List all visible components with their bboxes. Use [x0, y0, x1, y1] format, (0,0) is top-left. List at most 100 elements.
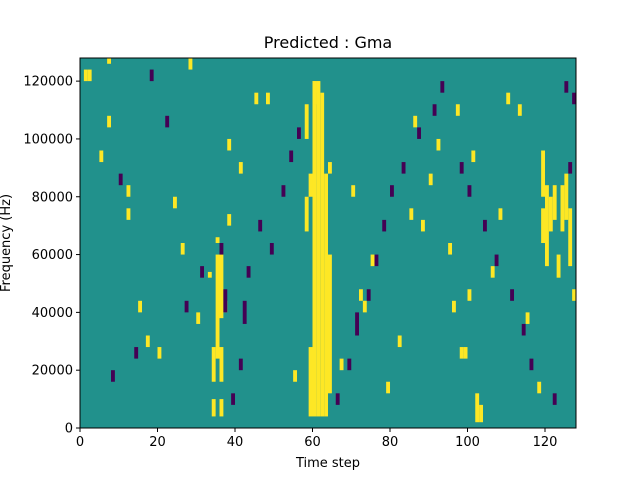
heatmap-cell-negative	[417, 127, 422, 139]
heatmap-cell-positive	[293, 370, 298, 382]
heatmap-cell-negative	[184, 300, 189, 313]
heatmap-cell-positive	[475, 393, 480, 423]
heatmap-cell-negative	[564, 81, 569, 93]
heatmap-cell-positive	[459, 347, 464, 359]
heatmap-cell-positive	[219, 254, 224, 319]
y-axis-ticks: 0 20000 40000 60000 80000 100000 120000	[23, 75, 80, 437]
y-tick-label: 40000	[32, 306, 73, 321]
heatmap-cell-positive	[316, 81, 321, 417]
heatmap-cell-positive	[227, 214, 232, 226]
heatmap-cell-negative	[432, 104, 437, 116]
heatmap-cell-positive	[506, 92, 511, 105]
heatmap-cell-positive	[145, 335, 150, 348]
heatmap-cell-positive	[552, 185, 557, 220]
heatmap-cell-positive	[339, 358, 344, 371]
heatmap-cell-positive	[541, 150, 546, 197]
heatmap-cell-negative	[366, 289, 371, 301]
heatmap-cell-positive	[211, 399, 216, 417]
heatmap-cell-negative	[521, 323, 526, 336]
heatmap-cell-positive	[308, 173, 313, 197]
heatmap-cell-positive	[215, 254, 220, 359]
x-tick-label: 120	[533, 435, 558, 450]
heatmap-cell-positive	[413, 115, 418, 128]
heatmap-cell-negative	[568, 162, 573, 174]
heatmap-cell-positive	[188, 58, 193, 70]
heatmap-cell-positive	[541, 208, 546, 243]
heatmap-cell-positive	[471, 150, 476, 163]
x-axis-ticks: 0 20 40 60 80 100 120	[76, 428, 558, 450]
heatmap-cell-negative	[242, 300, 247, 324]
heatmap-cell-positive	[409, 208, 414, 220]
heatmap-cell-negative	[297, 127, 301, 139]
heatmap-cell-positive	[428, 173, 433, 186]
heatmap-cell-positive	[479, 404, 484, 423]
heatmap-cell-negative	[223, 289, 228, 313]
y-tick-label: 120000	[23, 75, 73, 90]
heatmap-cell-negative	[281, 185, 286, 197]
heatmap-cell-positive	[126, 208, 131, 220]
chart-title: Predicted : Gma	[264, 33, 392, 52]
heatmap-cell-negative	[440, 81, 445, 93]
heatmap-cell-negative	[219, 243, 224, 255]
heatmap-cell-positive	[196, 312, 201, 324]
heatmap-cell-negative	[510, 289, 515, 301]
heatmap-cell-negative	[149, 69, 154, 82]
heatmap-cell-positive	[386, 381, 391, 394]
heatmap-cell-negative	[258, 219, 263, 232]
heatmap-cell-positive	[238, 162, 243, 174]
heatmap-cells	[80, 58, 577, 428]
x-tick-label: 60	[304, 435, 321, 450]
y-tick-label: 60000	[32, 248, 73, 263]
heatmap-cell-negative	[238, 358, 243, 371]
x-tick-label: 40	[227, 435, 244, 450]
heatmap-cell-negative	[467, 185, 472, 197]
heatmap-cell-positive	[436, 138, 441, 151]
heatmap-cell-negative	[118, 173, 123, 186]
heatmap-cell-negative	[382, 219, 387, 232]
heatmap-cell-positive	[448, 243, 453, 255]
heatmap-cell-negative	[374, 254, 379, 267]
heatmap-cell-positive	[328, 162, 332, 174]
heatmap-cell-positive	[304, 104, 309, 139]
heatmap-cell-negative	[231, 393, 236, 405]
heatmap-cell-positive	[517, 104, 522, 116]
y-tick-label: 0	[65, 422, 73, 437]
heatmap-cell-positive	[211, 347, 216, 382]
heatmap-cell-negative	[401, 162, 406, 174]
heatmap-cell-positive	[548, 196, 553, 232]
heatmap-cell-positive	[157, 347, 162, 359]
heatmap-cell-negative	[335, 393, 340, 405]
heatmap-cell-positive	[312, 81, 317, 105]
heatmap-cell-positive	[180, 243, 185, 255]
heatmap-cell-positive	[254, 92, 259, 105]
heatmap-cell-positive	[490, 266, 495, 278]
heatmap-cell-negative	[200, 266, 205, 278]
heatmap-cell-positive	[215, 237, 220, 243]
heatmap-cell-positive	[351, 185, 356, 197]
heatmap-cell-negative	[494, 254, 499, 267]
heatmap-cell-positive	[99, 150, 104, 163]
heatmap-cell-positive	[397, 335, 402, 348]
heatmap-cell-positive	[308, 347, 313, 417]
heatmap-cell-positive	[452, 300, 456, 313]
y-tick-label: 80000	[32, 190, 73, 205]
heatmap-cell-positive	[316, 81, 321, 93]
heatmap-cell-negative	[269, 243, 274, 255]
heatmap-cell-positive	[138, 300, 143, 313]
heatmap-cell-negative	[165, 115, 170, 128]
heatmap-cell-positive	[83, 69, 88, 82]
heatmap-cell-positive	[227, 138, 232, 151]
heatmap-cell-positive	[455, 104, 460, 116]
heatmap-cell-negative	[529, 358, 534, 371]
heatmap-cell-positive	[370, 254, 375, 267]
heatmap-cell-positive	[564, 173, 569, 220]
heatmap-cell-positive	[537, 381, 542, 394]
heatmap-cell-negative	[572, 92, 577, 105]
y-axis-label: Frequency (Hz)	[0, 194, 14, 292]
heatmap-cell-positive	[126, 185, 131, 197]
heatmap-cell-positive	[219, 347, 224, 382]
heatmap-cell-positive	[556, 254, 561, 278]
heatmap-cell-negative	[459, 162, 464, 174]
heatmap-cell-positive	[320, 92, 325, 417]
heatmap-cell-negative	[111, 370, 115, 382]
